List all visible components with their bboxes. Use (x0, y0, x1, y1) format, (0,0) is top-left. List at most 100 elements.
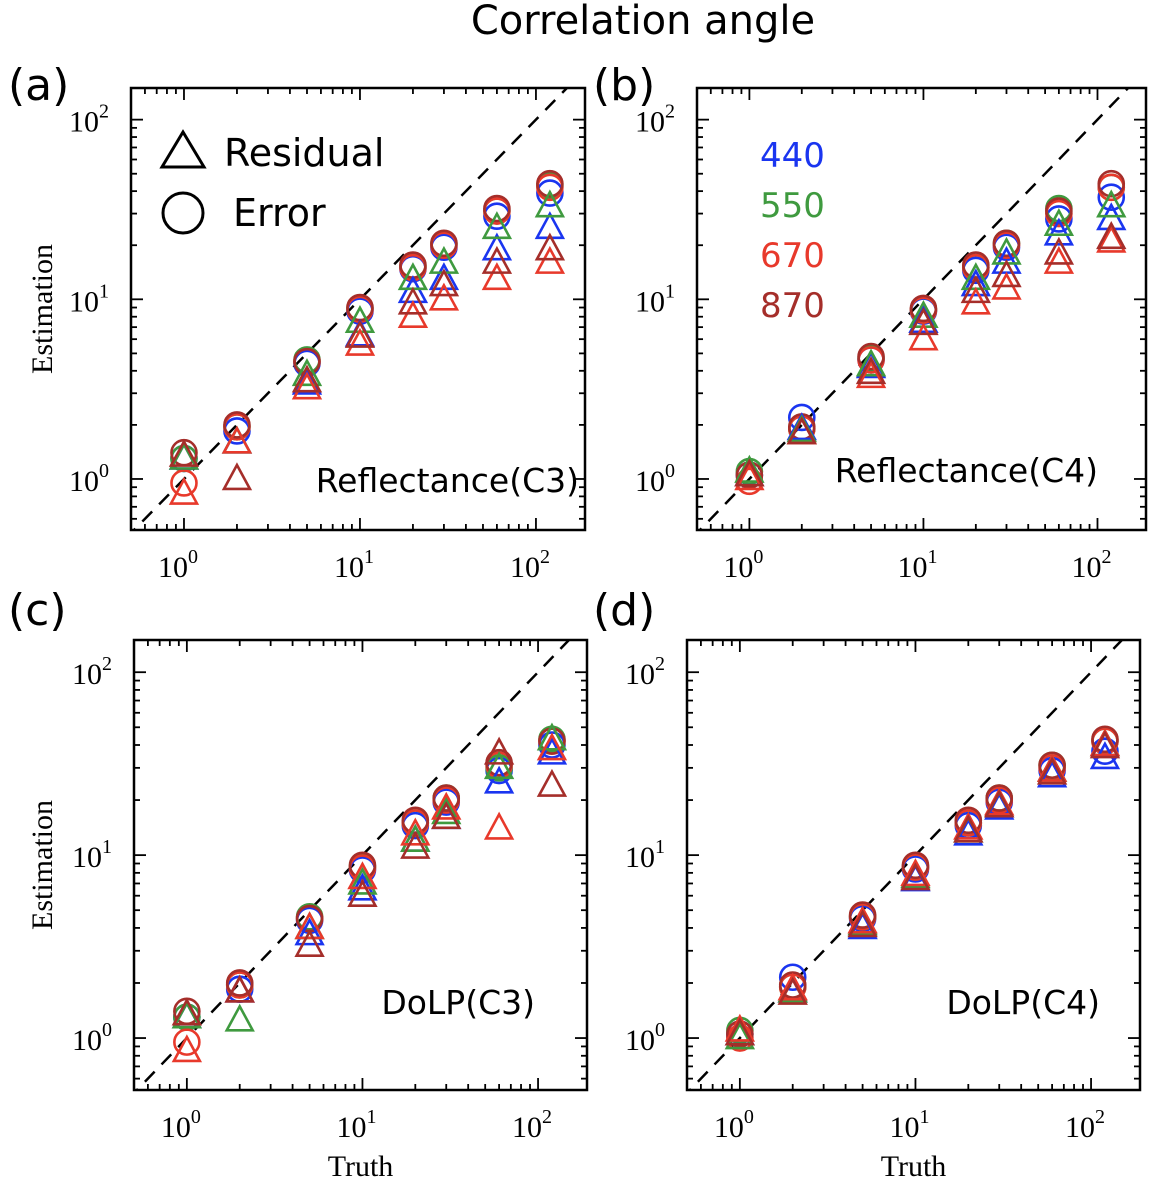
data-points (171, 722, 568, 1063)
residual-point (400, 817, 431, 846)
reference-line (132, 88, 569, 530)
error-point (909, 294, 938, 323)
error-point (1045, 197, 1073, 225)
marker-legend: Residual Error (159, 129, 384, 235)
panel-annotation: Reflectance(C4) (835, 451, 1098, 490)
x-tick-exponent: 1 (366, 1106, 376, 1128)
series-870-circle (170, 169, 564, 467)
residual-point (960, 268, 992, 297)
residual-point (168, 441, 200, 470)
residual-point (344, 319, 376, 348)
x-tick-label: 101 (897, 546, 937, 584)
legend-label-error: Error (233, 191, 326, 235)
x-axis-label: Truth (328, 1150, 394, 1179)
residual-point (347, 866, 378, 895)
x-tick-label: 100 (158, 546, 198, 584)
residual-point (483, 765, 515, 794)
error-point (954, 806, 983, 835)
y-tick-label: 100 (72, 1019, 112, 1057)
y-tick-label: 101 (635, 280, 675, 318)
residual-point (534, 189, 566, 218)
error-point (1097, 169, 1126, 198)
y-tick-label: 102 (72, 653, 112, 691)
residual-point (294, 917, 325, 946)
y-tick-exponent: 1 (665, 280, 675, 302)
x-tick-label: 101 (334, 546, 374, 584)
residual-point (1043, 208, 1075, 237)
y-axis-label: Estimation (26, 800, 59, 930)
error-point (901, 851, 930, 880)
y-tick-label: 100 (635, 460, 675, 498)
residual-point (291, 364, 323, 393)
panel-a: (a)100100101101102102EstimationReflectan… (8, 60, 587, 584)
x-tick-exponent: 2 (1101, 546, 1111, 568)
x-tick-label: 102 (1071, 546, 1111, 584)
y-tick-label: 100 (625, 1019, 665, 1057)
residual-point (483, 811, 515, 840)
x-tick-exponent: 2 (1095, 1106, 1105, 1128)
circle-marker-icon (161, 191, 205, 235)
y-tick-label: 102 (69, 101, 109, 139)
residual-point (536, 736, 568, 765)
x-tick-label: 100 (714, 1106, 754, 1144)
x-tick-label: 101 (889, 1106, 929, 1144)
y-tick-label: 101 (625, 836, 665, 874)
residual-point (1043, 236, 1075, 265)
y-tick-exponent: 1 (102, 836, 112, 858)
residual-point (431, 796, 462, 825)
x-tick-label: 102 (512, 1106, 552, 1144)
residual-point (224, 1003, 255, 1032)
residual-point (291, 358, 323, 387)
legend-label-residual: Residual (224, 131, 384, 175)
axes-frame (685, 638, 1142, 1092)
error-point (1091, 737, 1119, 765)
residual-point (1043, 217, 1075, 246)
residual-point (991, 259, 1022, 288)
series-550-triangle (168, 189, 566, 470)
residual-point (1096, 224, 1127, 253)
error-point (1097, 183, 1126, 212)
residual-point (431, 801, 462, 830)
panels: (a)100100101101102102EstimationReflectan… (8, 60, 1148, 1179)
error-point (1091, 725, 1119, 754)
data-points (734, 169, 1127, 496)
x-tick-label: 100 (161, 1106, 201, 1144)
y-tick-exponent: 1 (99, 280, 109, 302)
residual-point (1096, 189, 1127, 218)
residual-point (224, 974, 255, 1003)
x-tick-label: 100 (723, 546, 763, 584)
residual-point (534, 232, 566, 261)
residual-point (291, 371, 323, 400)
residual-point (855, 348, 887, 377)
residual-point (400, 830, 431, 859)
legend-wavelength-870: 870 (760, 286, 825, 326)
data-points (724, 725, 1121, 1052)
residual-point (428, 262, 460, 291)
error-point (848, 901, 877, 929)
residual-point (1036, 759, 1068, 788)
x-tick-exponent: 1 (364, 546, 374, 568)
error-point (985, 784, 1014, 812)
error-point (223, 411, 251, 439)
error-point (857, 342, 885, 371)
reference-line (698, 88, 1130, 530)
y-tick-exponent: 0 (102, 1019, 112, 1041)
series-670-triangle (168, 245, 566, 505)
residual-point (1036, 753, 1068, 782)
y-tick-exponent: 2 (102, 653, 112, 675)
error-point (992, 229, 1021, 258)
error-point (536, 169, 564, 198)
residual-point (483, 751, 515, 780)
residual-point (481, 211, 513, 240)
residual-point (984, 789, 1015, 818)
panel-annotation: DoLP(C4) (946, 983, 1100, 1022)
residual-point (1096, 221, 1127, 250)
y-tick-exponent: 0 (99, 460, 109, 482)
residual-point (536, 732, 568, 761)
residual-point (347, 861, 378, 890)
y-tick-exponent: 0 (655, 1019, 665, 1041)
residual-point (481, 245, 513, 274)
residual-point (786, 416, 817, 445)
y-tick-exponent: 1 (655, 836, 665, 858)
